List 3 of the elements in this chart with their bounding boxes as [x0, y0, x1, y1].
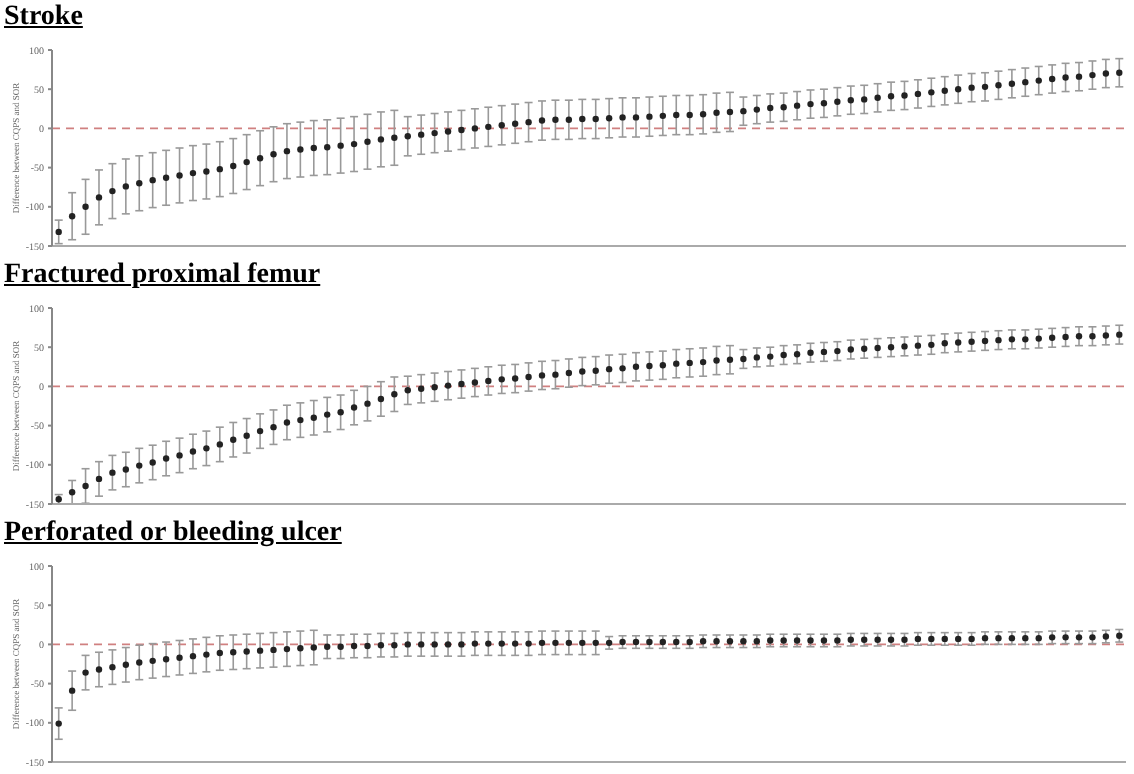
chart-title: Perforated or bleeding ulcer [2, 516, 344, 552]
chart-title: Stroke [2, 0, 85, 36]
chart-title: Fractured proximal femur [2, 258, 323, 294]
